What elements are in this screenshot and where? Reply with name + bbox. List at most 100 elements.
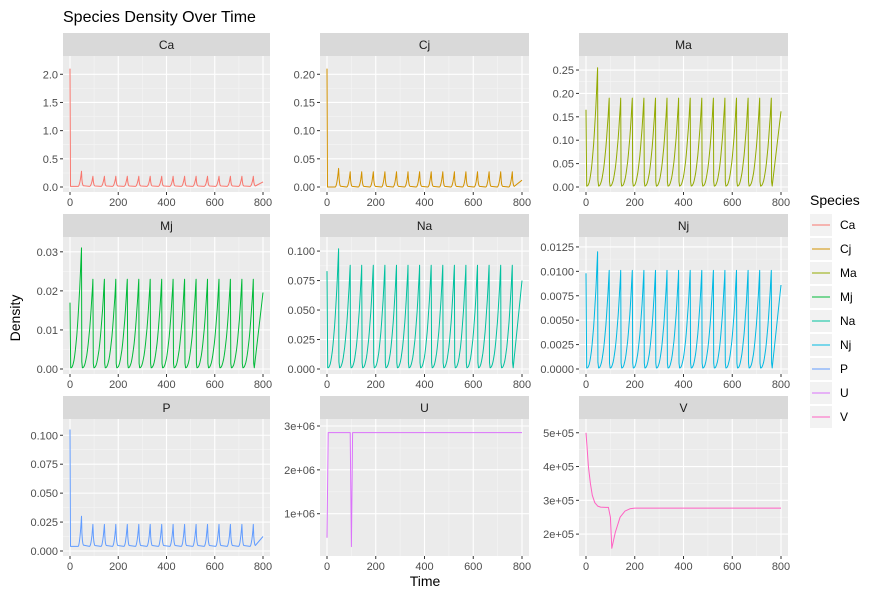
- y-tick-label: 0.0075: [540, 291, 574, 303]
- y-tick-label: 0.10: [294, 126, 315, 138]
- legend-label: Mj: [840, 290, 853, 304]
- x-tick-label: 400: [415, 379, 433, 391]
- y-tick-label: 0.100: [30, 430, 58, 442]
- facet-strip-label: Mj: [160, 219, 173, 233]
- x-tick-label: 400: [674, 197, 692, 209]
- legend-item-p: P: [810, 358, 848, 380]
- legend-label: V: [840, 410, 848, 424]
- facet-panel-ca: Ca 0 200 400 600 800 0.0 0.5 1.0 1.5 2.0: [43, 33, 272, 209]
- facet-strip: [320, 214, 529, 237]
- facet-panel-p: P 0 200 400 600 800 0.000 0.025 0.050 0.075 0.100: [30, 396, 272, 573]
- x-tick-label: 800: [513, 197, 531, 209]
- x-tick-label: 0: [324, 379, 330, 391]
- series-line-v: [585, 432, 781, 549]
- y-tick-label: 0.03: [37, 247, 58, 259]
- x-tick-label: 400: [157, 197, 175, 209]
- y-tick-label: 0.01: [37, 325, 58, 337]
- legend-item-nj: Nj: [810, 334, 851, 356]
- y-tick-label: 3e+05: [543, 495, 574, 507]
- x-tick-label: 200: [367, 561, 385, 573]
- y-tick-label: 0.025: [287, 335, 315, 347]
- facet-panel-nj: Nj 0 200 400 600 800 0.0000 0.0025 0.0050 0.0075 0…: [540, 214, 790, 391]
- x-tick-label: 0: [583, 379, 589, 391]
- y-tick-label: 0.5: [43, 154, 58, 166]
- y-tick-label: 0.15: [294, 97, 315, 109]
- y-axis-title: Density: [7, 295, 23, 342]
- facet-strip-label: U: [420, 401, 429, 415]
- y-tick-label: 0.000: [30, 546, 58, 558]
- legend-item-mj: Mj: [810, 286, 853, 308]
- x-tick-label: 0: [67, 197, 73, 209]
- facet-strip-label: P: [162, 401, 170, 415]
- facet-strip-label: Na: [417, 219, 433, 233]
- series-line-p: [69, 429, 264, 547]
- y-tick-label: 0.100: [287, 246, 315, 258]
- x-axis-title: Time: [410, 573, 441, 589]
- x-tick-label: 600: [723, 197, 741, 209]
- legend-label: Ca: [840, 218, 856, 232]
- facet-strip-label: V: [679, 401, 687, 415]
- y-tick-label: 0.075: [30, 459, 58, 471]
- legend-label: Cj: [840, 242, 851, 256]
- y-tick-label: 0.0025: [540, 340, 574, 352]
- x-tick-label: 800: [513, 561, 531, 573]
- x-tick-label: 800: [254, 197, 272, 209]
- series-line-ca: [69, 68, 264, 187]
- x-tick-label: 0: [583, 561, 589, 573]
- x-tick-label: 800: [772, 197, 790, 209]
- series-line-cj: [326, 68, 523, 188]
- y-tick-label: 0.00: [553, 182, 574, 194]
- x-tick-label: 800: [772, 561, 790, 573]
- y-tick-label: 2e+05: [543, 529, 574, 541]
- facet-panel-ma: Ma 0 200 400 600 800 0.00 0.05 0.10 0.15 0.20 0.25: [553, 33, 790, 209]
- facet-panel-na: Na 0 200 400 600 800 0.000 0.025 0.050 0.075 0.100: [287, 214, 531, 391]
- legend-label: P: [840, 362, 848, 376]
- facet-strip: [63, 33, 270, 56]
- y-tick-label: 0.050: [30, 488, 58, 500]
- y-tick-label: 0.05: [294, 154, 315, 166]
- legend-item-v: V: [810, 406, 848, 428]
- legend-label: Ma: [840, 266, 857, 280]
- legend-item-cj: Cj: [810, 238, 851, 260]
- facet-strip-label: Ca: [159, 38, 175, 52]
- x-tick-label: 200: [367, 197, 385, 209]
- y-tick-label: 2e+06: [284, 465, 315, 477]
- x-tick-label: 800: [513, 379, 531, 391]
- legend-label: U: [840, 386, 849, 400]
- x-tick-label: 200: [626, 561, 644, 573]
- y-tick-label: 0.15: [553, 112, 574, 124]
- x-tick-label: 600: [723, 561, 741, 573]
- y-tick-label: 5e+05: [543, 428, 574, 440]
- x-tick-label: 600: [206, 197, 224, 209]
- y-tick-label: 0.02: [37, 286, 58, 298]
- legend-item-na: Na: [810, 310, 856, 332]
- y-tick-label: 0.25: [553, 65, 574, 77]
- chart-title: Species Density Over Time: [63, 9, 256, 26]
- facet-panel-cj: Cj 0 200 400 600 800 0.00 0.05 0.10 0.15 0.20: [294, 33, 531, 209]
- series-line-nj: [585, 251, 782, 369]
- y-tick-label: 0.0000: [540, 364, 574, 376]
- x-tick-label: 0: [324, 561, 330, 573]
- x-tick-label: 200: [367, 379, 385, 391]
- x-tick-label: 0: [67, 561, 73, 573]
- y-tick-label: 0.050: [287, 305, 315, 317]
- y-tick-label: 0.00: [37, 364, 58, 376]
- y-tick-label: 0.00: [294, 182, 315, 194]
- legend-label: Na: [840, 314, 856, 328]
- x-tick-label: 0: [583, 197, 589, 209]
- x-tick-label: 600: [206, 379, 224, 391]
- x-tick-label: 200: [109, 561, 127, 573]
- y-tick-label: 0.0050: [540, 315, 574, 327]
- x-tick-label: 0: [324, 197, 330, 209]
- y-tick-label: 0.05: [553, 159, 574, 171]
- y-tick-label: 0.0: [43, 182, 58, 194]
- y-tick-label: 0.000: [287, 364, 315, 376]
- series-line-ma: [585, 67, 782, 187]
- x-tick-label: 400: [674, 561, 692, 573]
- legend-item-ma: Ma: [810, 262, 857, 284]
- facet-strip-label: Nj: [678, 219, 689, 233]
- facet-strip: [320, 396, 529, 419]
- x-tick-label: 600: [723, 379, 741, 391]
- legend-title: Species: [810, 192, 860, 208]
- y-tick-label: 0.0125: [540, 242, 574, 254]
